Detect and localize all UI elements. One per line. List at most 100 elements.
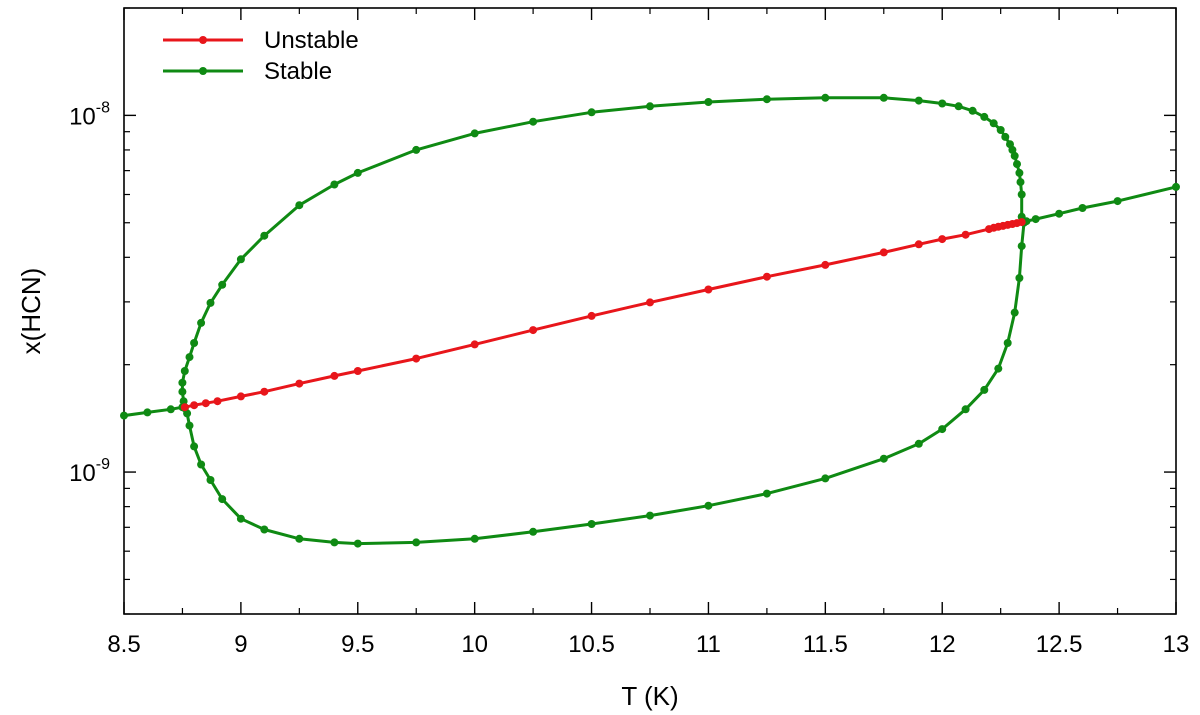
data-point-unstable: [587, 311, 596, 320]
data-point-stable: [260, 231, 269, 240]
data-point-stable: [1008, 145, 1017, 154]
y-tick-labels: 10-9 10-8: [69, 99, 110, 487]
data-point-unstable: [938, 235, 947, 244]
x-tick-label: 11: [696, 631, 721, 658]
data-point-stable: [587, 108, 596, 117]
series-line-stable: [180, 96, 1024, 408]
data-point-stable: [190, 339, 199, 347]
data-point-stable: [412, 145, 421, 154]
data-point-stable: [938, 99, 947, 108]
data-point-stable: [980, 385, 989, 394]
data-point-stable: [1001, 132, 1010, 141]
data-point-stable: [206, 298, 215, 307]
data-point-stable: [183, 409, 192, 418]
data-point-stable: [120, 411, 128, 420]
y-tick-label: 10-9: [69, 456, 110, 487]
data-point-stable: [1015, 274, 1024, 282]
data-point-unstable: [646, 298, 654, 307]
axis-ticks: [123, 7, 1177, 615]
data-point-stable: [1003, 339, 1012, 347]
data-point-stable: [821, 93, 830, 102]
data-point-stable: [166, 405, 175, 414]
data-point-unstable: [961, 230, 970, 239]
data-point-stable: [1031, 215, 1040, 224]
legend-label-unstable: Unstable: [264, 27, 359, 54]
data-point-unstable: [330, 371, 339, 380]
data-point-stable: [1055, 209, 1064, 218]
data-point-stable: [179, 397, 188, 406]
data-point-stable: [996, 126, 1005, 134]
data-point-stable: [587, 520, 596, 528]
x-tick-label: 10.5: [568, 631, 615, 658]
data-point-stable: [1015, 168, 1024, 177]
data-point-stable: [704, 501, 713, 510]
data-point-stable: [1017, 242, 1026, 251]
data-point-unstable: [295, 379, 304, 388]
data-point-stable: [914, 439, 923, 448]
data-point-stable: [1010, 151, 1019, 160]
data-point-stable: [353, 539, 362, 548]
legend-item-stable: Stable: [163, 58, 332, 85]
data-point-stable: [968, 106, 977, 115]
data-point-stable: [330, 180, 339, 189]
data-point-unstable: [821, 260, 830, 269]
data-point-stable: [879, 93, 888, 102]
data-point-stable: [1017, 190, 1026, 199]
data-point-unstable: [470, 340, 479, 349]
data-point-stable: [197, 318, 206, 327]
data-point-stable: [646, 102, 654, 111]
data-point-stable: [879, 454, 888, 463]
series-line-stable: [123, 185, 1177, 546]
x-tick-label: 12: [929, 631, 956, 658]
data-point-stable: [646, 511, 654, 520]
data-point-unstable: [260, 387, 269, 396]
x-tick-label: 11.5: [803, 631, 848, 658]
legend: Unstable Stable: [163, 27, 359, 85]
data-point-stable: [914, 96, 923, 105]
data-point-stable: [1078, 204, 1087, 212]
data-point-unstable: [704, 285, 713, 294]
x-tick-label: 12.5: [1036, 631, 1083, 658]
data-point-stable: [295, 201, 304, 210]
legend-item-unstable: Unstable: [163, 27, 359, 54]
data-point-stable: [206, 476, 215, 484]
data-point-stable: [529, 117, 538, 126]
data-point-unstable: [190, 401, 199, 410]
data-point-stable: [938, 425, 947, 434]
data-point-stable: [185, 353, 194, 362]
data-point-stable: [190, 442, 199, 451]
x-tick-labels: 8.5 9 9.5 10 10.5 11 11.5 12 12.5 13: [107, 631, 1189, 658]
data-point-stable: [762, 95, 771, 104]
data-point-stable: [197, 460, 206, 469]
data-point-stable: [1172, 182, 1180, 191]
data-point-stable: [236, 514, 245, 523]
data-point-stable: [1016, 178, 1025, 187]
x-tick-label: 13: [1163, 631, 1190, 658]
data-point-unstable: [914, 240, 923, 249]
data-point-stable: [1010, 308, 1019, 317]
data-point-stable: [470, 129, 479, 138]
data-point-unstable: [236, 392, 245, 401]
data-point-stable: [295, 534, 304, 543]
y-axis-label: x(HCN): [16, 268, 46, 355]
x-tick-label: 9.5: [341, 631, 374, 658]
data-point-stable: [218, 495, 227, 504]
data-point-stable: [821, 474, 830, 483]
legend-marker-stable: [199, 67, 207, 75]
data-point-unstable: [412, 354, 421, 363]
data-point-stable: [529, 527, 538, 536]
data-point-unstable: [353, 367, 362, 375]
data-point-stable: [260, 525, 269, 534]
series-layer: [120, 93, 1180, 548]
data-point-stable: [980, 112, 989, 121]
data-point-stable: [1013, 160, 1021, 169]
data-point-stable: [178, 378, 187, 387]
data-point-stable: [180, 367, 189, 375]
data-point-stable: [470, 534, 479, 543]
data-point-stable: [353, 168, 362, 177]
data-point-stable: [185, 421, 194, 430]
x-tick-label: 8.5: [107, 631, 140, 658]
data-point-stable: [412, 538, 421, 547]
data-point-stable: [989, 119, 998, 128]
